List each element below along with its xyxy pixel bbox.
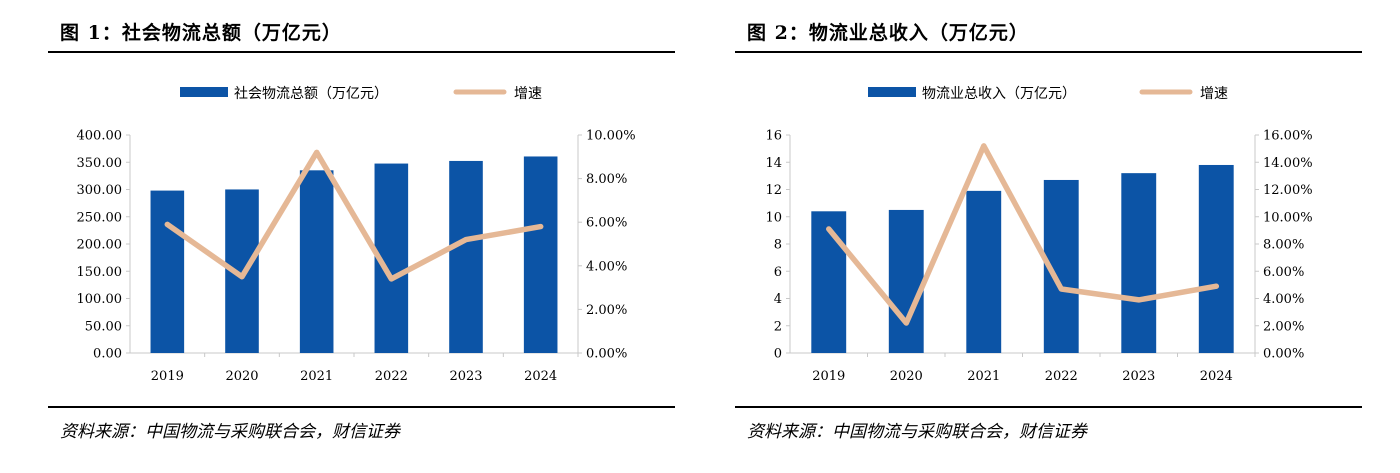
bar bbox=[966, 190, 1002, 353]
y-tick-label-left: 350.00 bbox=[77, 156, 123, 171]
growth-point bbox=[1136, 297, 1142, 303]
source-note: 资料来源：中国物流与采购联合会，财信证券 bbox=[60, 422, 400, 442]
source-rule bbox=[735, 406, 1362, 408]
x-tick-label: 2024 bbox=[1200, 369, 1233, 384]
y-tick-label-left: 0 bbox=[774, 347, 782, 362]
legend-bar-label: 社会物流总额（万亿元） bbox=[234, 86, 388, 102]
y-tick-label-right: 0.00% bbox=[1263, 347, 1304, 362]
y-tick-label-left: 16 bbox=[765, 129, 782, 144]
y-tick-label-left: 4 bbox=[774, 292, 782, 307]
y-tick-label-right: 10.00% bbox=[1263, 210, 1313, 225]
y-tick-label-left: 14 bbox=[765, 156, 782, 171]
x-tick-label: 2024 bbox=[524, 369, 557, 384]
y-tick-label-right: 12.00% bbox=[1263, 183, 1313, 198]
y-tick-label-right: 0.00% bbox=[586, 347, 627, 362]
x-tick-label: 2020 bbox=[225, 369, 258, 384]
bar bbox=[811, 211, 847, 353]
growth-point bbox=[314, 149, 320, 155]
growth-point bbox=[388, 276, 394, 282]
bar bbox=[1121, 173, 1157, 353]
growth-point bbox=[239, 274, 245, 280]
growth-point bbox=[463, 237, 469, 243]
growth-point bbox=[981, 143, 987, 149]
bar bbox=[150, 190, 185, 353]
y-tick-label-left: 6 bbox=[774, 265, 782, 280]
chart-2: 物流业总收入（万亿元） 增速 0 2 4 6 8 10 12 14 16 0.00% 2.00% 4.00… bbox=[765, 86, 1313, 384]
y-tick-label-right: 2.00% bbox=[586, 303, 627, 318]
growth-point bbox=[164, 221, 170, 227]
y-tick-label-left: 2 bbox=[774, 319, 782, 334]
figure-title: 图 1：社会物流总额（万亿元） bbox=[60, 22, 342, 44]
growth-point bbox=[826, 226, 832, 232]
y-tick-label-right: 14.00% bbox=[1263, 156, 1313, 171]
y-tick-label-right: 8.00% bbox=[586, 172, 627, 187]
chart-1: 社会物流总额（万亿元） 增速 0.00 50.00 100.00 150.00 200.00… bbox=[77, 86, 636, 384]
legend-bar-swatch bbox=[180, 87, 228, 97]
bar bbox=[523, 156, 558, 353]
growth-line bbox=[826, 143, 1220, 326]
y-tick-label-right: 8.00% bbox=[1263, 238, 1304, 253]
y-tick-label-left: 100.00 bbox=[77, 292, 123, 307]
bar bbox=[449, 160, 483, 353]
x-tick-label: 2020 bbox=[890, 369, 923, 384]
source-note: 资料来源：中国物流与采购联合会，财信证券 bbox=[747, 422, 1087, 442]
y-tick-label-left: 300.00 bbox=[77, 183, 123, 198]
source-rule bbox=[48, 406, 675, 408]
bar bbox=[888, 209, 924, 353]
x-tick-label: 2023 bbox=[449, 369, 482, 384]
figure-panel-1: 图 1：社会物流总额（万亿元） 社会物流总额（万亿元） 增速 0.00 50.00 10… bbox=[48, 0, 680, 473]
x-tick-label: 2019 bbox=[151, 369, 184, 384]
legend-bar-label: 物流业总收入（万亿元） bbox=[922, 86, 1076, 102]
y-tick-label-left: 8 bbox=[774, 238, 782, 253]
y-tick-label-left: 50.00 bbox=[85, 319, 122, 334]
figure-panel-2: 图 2：物流业总收入（万亿元） 物流业总收入（万亿元） 增速 0 2 4 6 8 10 12 14… bbox=[735, 0, 1367, 473]
y-tick-label-left: 200.00 bbox=[77, 238, 123, 253]
title-rule bbox=[48, 51, 675, 53]
growth-point bbox=[1213, 283, 1219, 289]
bar bbox=[1198, 164, 1234, 353]
x-tick-label: 2022 bbox=[1045, 369, 1078, 384]
growth-line bbox=[164, 149, 544, 282]
growth-point bbox=[1058, 286, 1064, 292]
y-tick-label-left: 150.00 bbox=[77, 265, 123, 280]
x-tick-label: 2021 bbox=[300, 369, 333, 384]
y-tick-label-left: 400.00 bbox=[77, 129, 123, 144]
y-tick-label-right: 4.00% bbox=[1263, 292, 1304, 307]
y-tick-label-right: 2.00% bbox=[1263, 319, 1304, 334]
y-tick-label-right: 16.00% bbox=[1263, 129, 1313, 144]
legend-bar-swatch bbox=[868, 87, 916, 97]
figure-title: 图 2：物流业总收入（万亿元） bbox=[747, 22, 1029, 44]
y-tick-label-right: 10.00% bbox=[586, 129, 636, 144]
y-tick-label-left: 12 bbox=[765, 183, 782, 198]
x-tick-label: 2021 bbox=[967, 369, 1000, 384]
y-tick-label-left: 10 bbox=[765, 210, 782, 225]
y-tick-label-right: 6.00% bbox=[1263, 265, 1304, 280]
y-tick-label-right: 6.00% bbox=[586, 216, 627, 231]
y-tick-label-left: 0.00 bbox=[93, 347, 122, 362]
growth-point bbox=[538, 224, 544, 230]
x-tick-label: 2019 bbox=[812, 369, 845, 384]
bar bbox=[299, 170, 334, 353]
growth-point bbox=[903, 320, 909, 326]
y-tick-label-left: 250.00 bbox=[77, 210, 123, 225]
legend-line-label: 增速 bbox=[1200, 86, 1228, 102]
x-tick-label: 2022 bbox=[375, 369, 408, 384]
y-tick-label-right: 4.00% bbox=[586, 259, 627, 274]
x-tick-label: 2023 bbox=[1122, 369, 1155, 384]
title-rule bbox=[735, 51, 1362, 53]
legend-line-label: 增速 bbox=[514, 86, 542, 102]
